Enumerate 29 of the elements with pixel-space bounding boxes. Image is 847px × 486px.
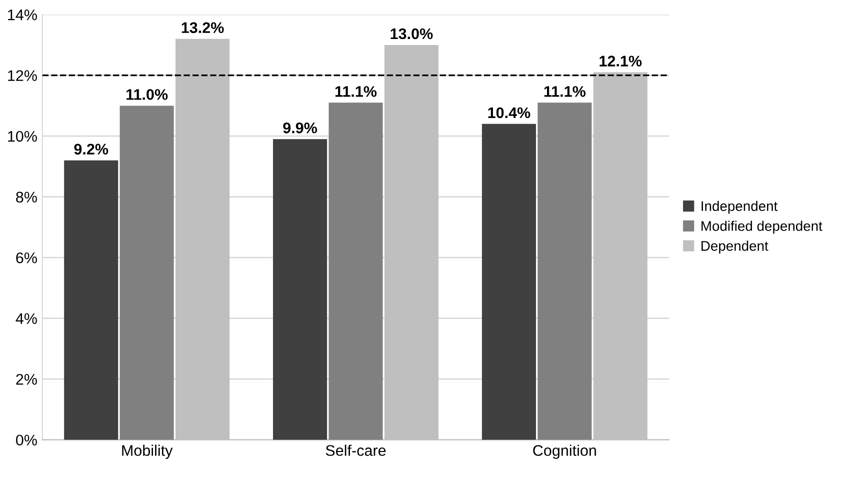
bar [64, 160, 118, 440]
data-label: 9.9% [283, 122, 318, 134]
data-label: 9.2% [74, 144, 108, 155]
y-tick-label: 2% [16, 374, 37, 385]
bar [538, 102, 592, 440]
bar [273, 139, 328, 440]
legend-label: Dependent [702, 240, 768, 254]
y-tick-label: 6% [16, 252, 37, 264]
x-tick-label: Self-care [326, 444, 386, 456]
y-tick-label: 4% [16, 313, 37, 324]
x-tick-label: Mobility [122, 444, 173, 459]
bar [120, 106, 174, 440]
legend-label: Independent [702, 200, 778, 214]
data-label: 10.4% [488, 107, 530, 118]
legend-label: Modified dependent [702, 220, 822, 234]
data-label: 11.0% [126, 89, 168, 100]
data-label: 11.1% [335, 86, 377, 97]
y-tick-label: 10% [8, 130, 37, 142]
y-tick-label: 8% [16, 192, 37, 203]
y-tick-label: 0% [16, 434, 37, 446]
y-tick-label: 12% [8, 70, 37, 81]
data-label: 11.1% [544, 86, 586, 97]
data-label: 13.0% [390, 28, 433, 40]
data-label: 13.2% [182, 22, 224, 34]
y-tick-label: 14% [8, 10, 37, 20]
data-label: 12.1% [600, 56, 642, 66]
bar [328, 102, 383, 440]
x-tick-label: Cognition [533, 444, 596, 459]
bar [482, 124, 536, 440]
